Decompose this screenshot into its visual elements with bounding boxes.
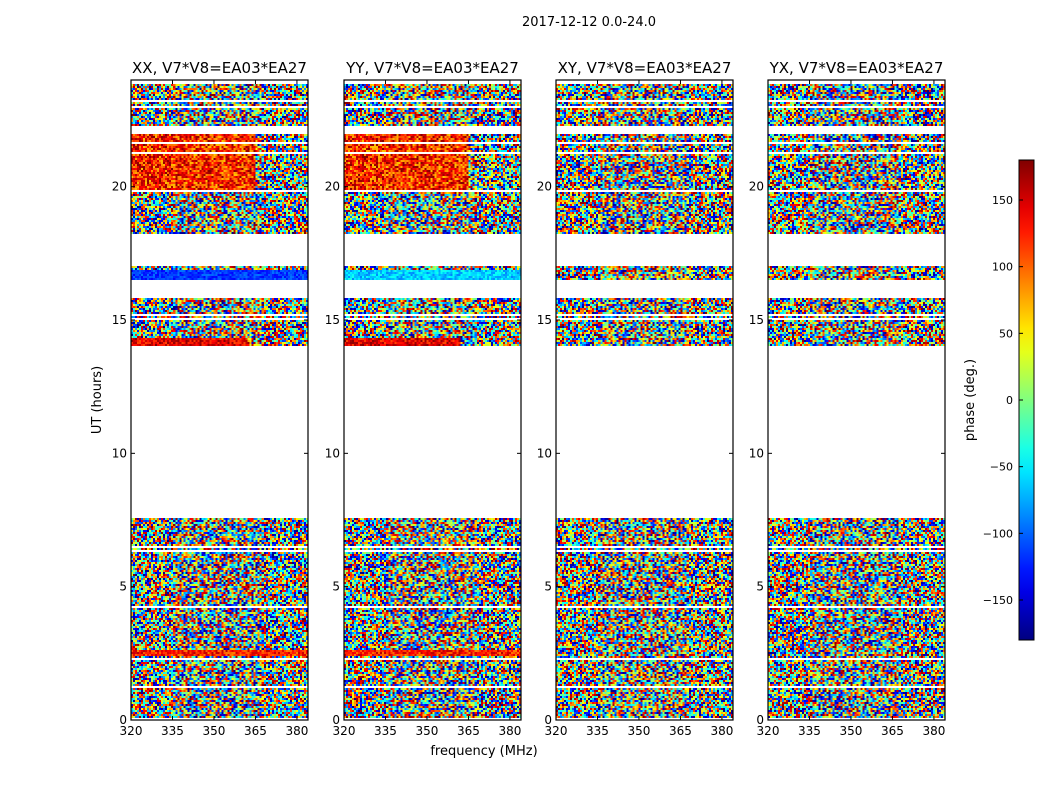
panel-yx: YX, V7*V8=EA03*EA27 320 335 350 365 380 0 5 10 15… <box>749 59 946 738</box>
x-tick-label: 335 <box>798 724 821 738</box>
x-axis-label: frequency (MHz) <box>430 744 537 759</box>
colorbar-tick-label: 150 <box>992 194 1013 207</box>
y-tick-label: 5 <box>756 580 764 594</box>
y-tick-label: 5 <box>332 580 340 594</box>
y-tick-label: 0 <box>332 713 340 727</box>
y-tick-label: 10 <box>749 446 764 460</box>
x-tick-label: 320 <box>120 724 143 738</box>
y-tick-label: 20 <box>325 180 340 194</box>
colorbar-tick-label: 50 <box>999 327 1013 340</box>
phase-heatmap-xx <box>131 80 308 720</box>
y-axis-label: UT (hours) <box>90 366 105 434</box>
colorbar-tick-label: −100 <box>983 527 1013 540</box>
colorbar-tick-label: −50 <box>990 461 1013 474</box>
panels-group: XX, V7*V8=EA03*EA27 320 335 350 365 380 0 5 10 15… <box>112 59 946 738</box>
x-tick-label: 365 <box>244 724 267 738</box>
panel-title: YX, V7*V8=EA03*EA27 <box>769 59 944 77</box>
x-tick-label: 320 <box>333 724 356 738</box>
panel-frame <box>343 79 522 721</box>
x-tick-label: 380 <box>498 724 521 738</box>
phase-heatmap-yx <box>768 80 945 720</box>
panel-yy: YY, V7*V8=EA03*EA27 320 335 350 365 380 0 5 10 15… <box>325 59 522 738</box>
figure-suptitle: 2017-12-12 0.0-24.0 <box>522 15 656 30</box>
x-tick-label: 365 <box>669 724 692 738</box>
x-tick-label: 320 <box>757 724 780 738</box>
x-tick-label: 380 <box>285 724 308 738</box>
x-tick-label: 335 <box>586 724 609 738</box>
y-tick-label: 5 <box>544 580 552 594</box>
panel-frame <box>555 79 734 721</box>
phase-heatmap-yy <box>344 80 521 720</box>
x-tick-label: 350 <box>628 724 651 738</box>
x-tick-label: 350 <box>840 724 863 738</box>
panel-xy: XY, V7*V8=EA03*EA27 320 335 350 365 380 0 5 10 15… <box>537 59 734 738</box>
y-tick-label: 15 <box>112 313 127 327</box>
panel-title: XY, V7*V8=EA03*EA27 <box>558 59 732 77</box>
colorbar-tick-label: 0 <box>1006 394 1013 407</box>
y-tick-label: 10 <box>537 446 552 460</box>
y-tick-label: 10 <box>325 446 340 460</box>
colorbar-tick-label: 100 <box>992 261 1013 274</box>
y-tick-label: 15 <box>749 313 764 327</box>
x-tick-label: 365 <box>881 724 904 738</box>
y-tick-label: 20 <box>537 180 552 194</box>
x-tick-label: 380 <box>922 724 945 738</box>
y-tick-label: 0 <box>119 713 127 727</box>
x-tick-label: 350 <box>416 724 439 738</box>
y-tick-label: 5 <box>119 580 127 594</box>
y-tick-label: 20 <box>749 180 764 194</box>
x-tick-label: 365 <box>457 724 480 738</box>
x-tick-label: 335 <box>374 724 397 738</box>
panel-frame <box>130 79 309 721</box>
panel-xx: XX, V7*V8=EA03*EA27 320 335 350 365 380 0 5 10 15… <box>112 59 309 738</box>
y-tick-label: 15 <box>537 313 552 327</box>
y-tick-label: 0 <box>544 713 552 727</box>
colorbar-tick-label: −150 <box>983 594 1013 607</box>
panel-frame <box>767 79 946 721</box>
y-tick-label: 0 <box>756 713 764 727</box>
y-tick-label: 20 <box>112 180 127 194</box>
colorbar: −150 −100 −50 0 50 100 150 <box>983 159 1035 641</box>
y-tick-label: 15 <box>325 313 340 327</box>
colorbar-label: phase (deg.) <box>963 359 978 441</box>
x-tick-label: 320 <box>545 724 568 738</box>
x-tick-label: 350 <box>203 724 226 738</box>
panel-title: YY, V7*V8=EA03*EA27 <box>345 59 519 77</box>
x-tick-label: 335 <box>161 724 184 738</box>
x-tick-label: 380 <box>710 724 733 738</box>
phase-heatmap-xy <box>556 80 733 720</box>
panel-title: XX, V7*V8=EA03*EA27 <box>132 59 307 77</box>
y-tick-label: 10 <box>112 446 127 460</box>
